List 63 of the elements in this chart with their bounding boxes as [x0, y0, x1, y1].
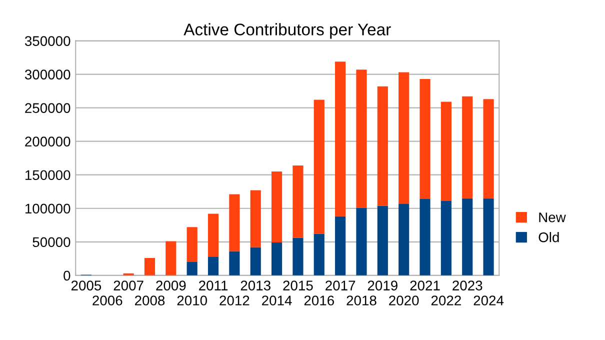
x-tick-label: 2007 [114, 280, 144, 290]
x-tick-label: 2008 [134, 296, 165, 306]
bar [420, 198, 430, 276]
y-tick-label: 300000 [24, 70, 70, 80]
bar [250, 247, 261, 276]
bar [314, 100, 324, 234]
bar [229, 251, 240, 276]
bar [335, 216, 346, 276]
x-tick-label: 2015 [283, 280, 313, 290]
y-tick-label: 50000 [32, 237, 70, 248]
y-tick-label: 200000 [25, 136, 70, 147]
y-tick-label: 250000 [25, 103, 70, 113]
y-tick-label: 100000 [25, 204, 70, 214]
legend-label: New [539, 212, 566, 222]
bar [462, 198, 473, 276]
bar [186, 227, 198, 262]
bar [208, 214, 219, 257]
bar [398, 72, 410, 204]
x-tick-label: 2010 [177, 296, 207, 306]
bar [356, 70, 367, 208]
bar [356, 208, 367, 276]
x-tick-label: 2006 [92, 296, 122, 306]
bar [314, 234, 324, 276]
x-tick-label: 2022 [431, 296, 461, 306]
bar [186, 262, 198, 276]
x-tick-label: 2018 [346, 296, 376, 306]
bar [483, 198, 494, 276]
bar [483, 99, 494, 198]
bar [440, 201, 452, 276]
bar [377, 206, 388, 276]
x-tick-label: 2014 [262, 296, 292, 306]
x-tick-label: 2005 [71, 280, 102, 290]
bar [250, 190, 261, 248]
x-tick-label: 2021 [410, 280, 440, 290]
bar [420, 79, 430, 199]
bar [335, 62, 346, 216]
chart-title: Active Contributors per Year [184, 23, 391, 39]
x-tick-label: 2016 [304, 296, 334, 306]
x-tick-label: 2012 [220, 296, 250, 306]
x-tick-label: 2009 [156, 280, 186, 290]
bar [229, 194, 240, 252]
bar [462, 96, 473, 198]
x-tick-label: 2017 [326, 280, 356, 290]
y-tick-label: 350000 [24, 36, 70, 46]
bar [292, 238, 304, 276]
x-tick-label: 2020 [389, 296, 419, 306]
bar [440, 102, 452, 201]
y-tick-label: 0 [64, 270, 70, 281]
x-tick-label: 2013 [240, 280, 270, 290]
bar [398, 204, 410, 276]
bar [271, 172, 282, 243]
x-tick-label: 2011 [199, 280, 228, 290]
bar [377, 86, 388, 206]
x-tick-label: 2023 [452, 280, 482, 290]
bar [166, 241, 176, 276]
y-tick-label: 150000 [25, 170, 70, 180]
bar [271, 242, 282, 276]
bar [144, 258, 156, 276]
bar [292, 165, 304, 238]
x-tick-label: 2019 [368, 280, 398, 290]
legend-label: Old [538, 232, 559, 242]
bar [208, 256, 219, 276]
x-tick-label: 2024 [474, 296, 504, 306]
